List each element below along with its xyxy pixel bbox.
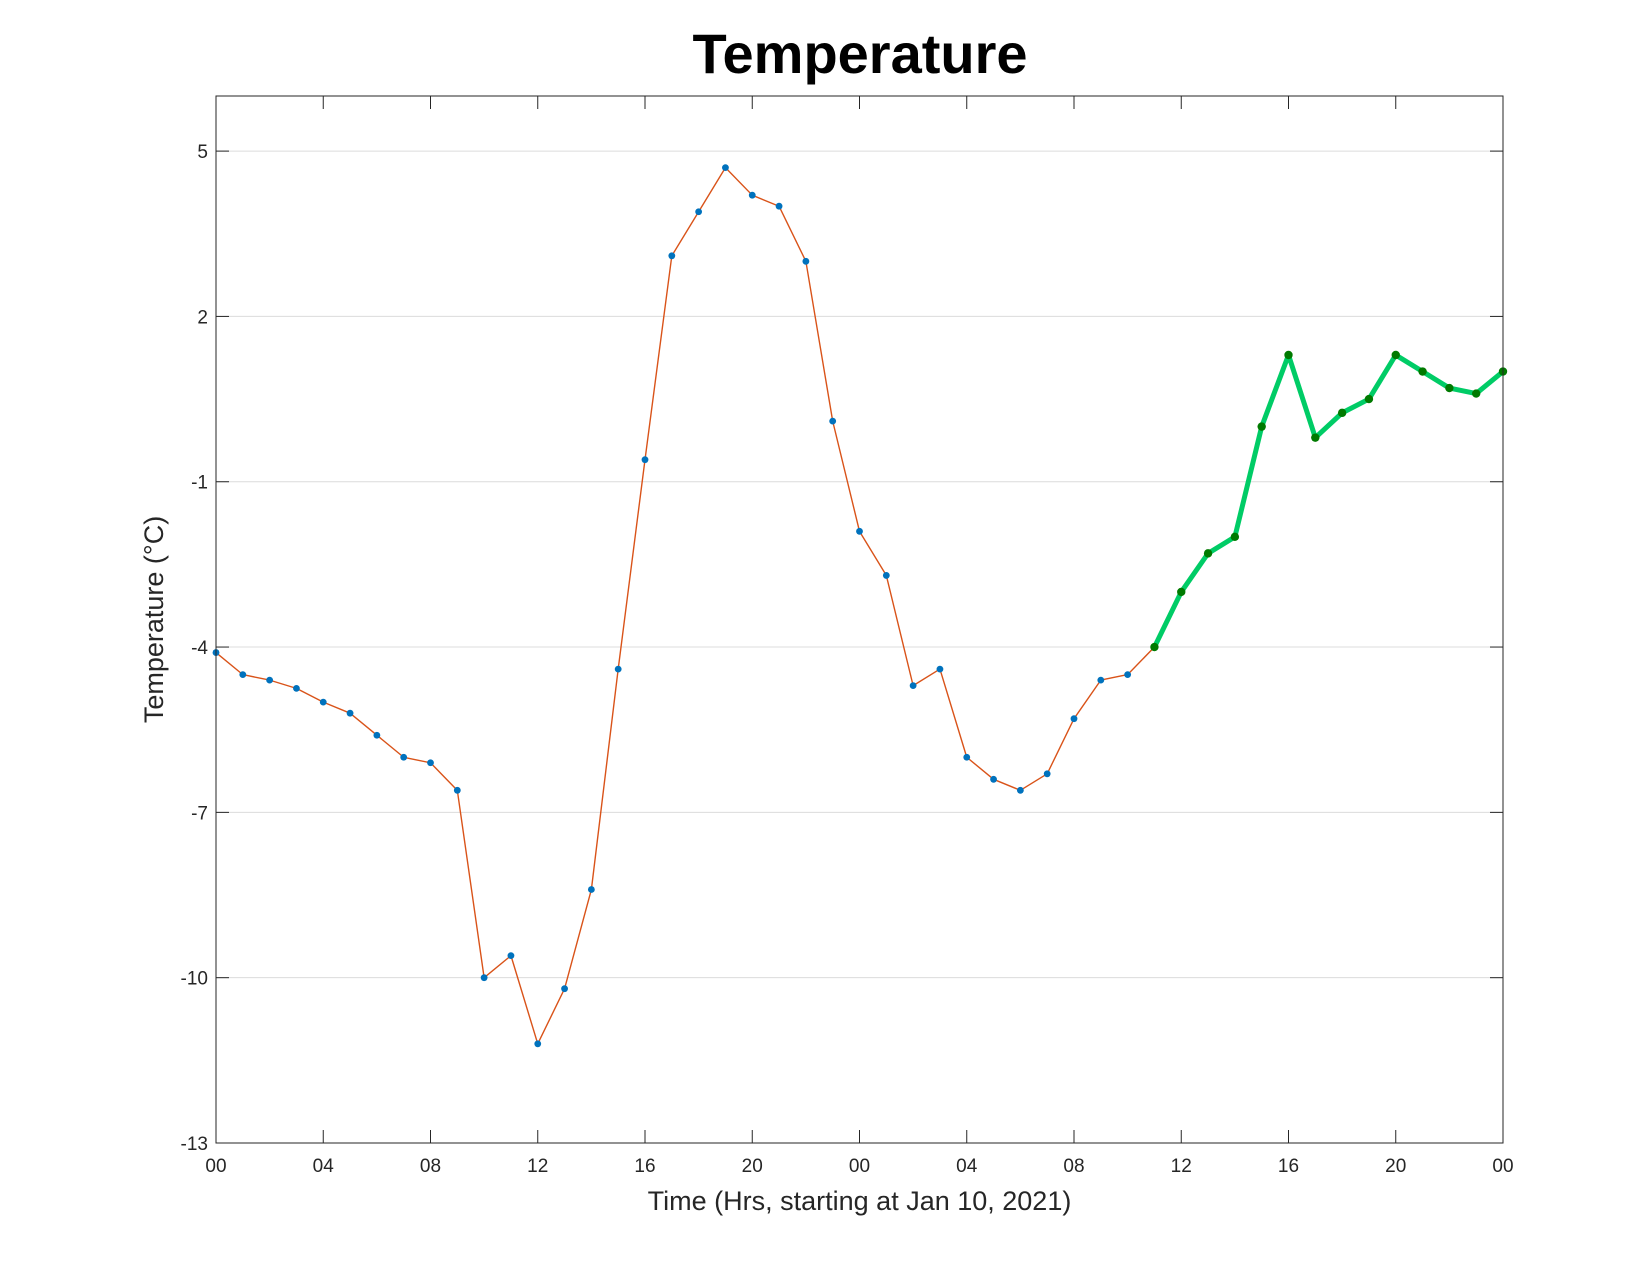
series-2 [1150,350,1508,652]
data-point [587,886,595,893]
data-point [1097,676,1105,684]
data-point [856,527,863,535]
x-tick-label: 00 [205,1156,226,1177]
series-line [215,166,1155,1045]
data-point [1070,715,1078,723]
x-tick-label: 00 [849,1156,870,1177]
y-tick-label: -10 [181,969,208,990]
data-point [1257,422,1266,431]
data-point [453,786,461,794]
x-tick-label: 08 [1063,1156,1084,1177]
x-tick-label: 20 [1385,1156,1406,1177]
x-tick-label: 08 [420,1156,441,1177]
series-1 [212,164,1158,1048]
y-tick-label: 2 [197,307,208,328]
plot-area [212,164,1508,1048]
data-point [427,759,434,767]
data-point [1016,786,1024,794]
data-point [319,698,327,706]
x-tick-label: 04 [313,1156,335,1177]
data-point [614,665,622,673]
data-point [480,974,488,982]
x-tick-label: 20 [742,1156,763,1177]
data-point [1364,394,1374,404]
x-tick-label: 12 [527,1156,548,1177]
data-point [1391,350,1400,360]
data-point [1418,367,1427,376]
data-point [1230,532,1240,542]
series-line [1152,352,1505,649]
data-point [1043,770,1051,778]
data-point [775,202,783,210]
data-point [722,164,729,172]
data-point [1471,389,1481,398]
x-tick-label: 00 [1492,1156,1513,1177]
data-point [748,191,756,199]
data-point [829,417,837,425]
plot-frame [215,95,1504,1144]
y-tick-label: -1 [191,473,208,494]
data-point [641,456,649,464]
data-point [1311,433,1320,442]
data-point [668,252,676,260]
x-tick-label: 04 [956,1156,978,1177]
data-point [1177,587,1186,597]
data-point [400,753,408,761]
x-tick-label: 16 [1278,1156,1299,1177]
chart-title: Temperature [692,22,1027,85]
data-point [990,775,997,783]
data-point [1203,549,1213,558]
x-axis-label: Time (Hrs, starting at Jan 10, 2021) [648,1186,1072,1216]
data-point [909,682,917,690]
data-point [1337,408,1347,418]
y-tick-label: -7 [191,803,208,824]
data-point [695,208,703,216]
x-tick-label: 12 [1171,1156,1192,1177]
data-point [507,952,515,960]
data-point [373,731,381,739]
y-tick-label: -4 [191,638,208,659]
y-tick-label: 5 [197,142,208,163]
data-point [293,684,300,692]
data-point [1284,350,1293,360]
data-point [561,985,568,993]
gridlines [216,150,1503,1144]
data-point [963,753,971,761]
data-point [1445,383,1454,393]
data-point [802,257,810,265]
data-point [936,665,944,673]
data-point [239,671,247,679]
data-point [266,676,274,684]
y-tick-label: -13 [181,1134,208,1155]
data-point [534,1040,542,1048]
x-tick-label: 16 [634,1156,655,1177]
data-point [1150,642,1159,652]
data-point [346,709,354,717]
y-axis-label: Temperature (°C) [139,516,169,723]
data-point [882,572,890,579]
data-point [1124,671,1132,679]
